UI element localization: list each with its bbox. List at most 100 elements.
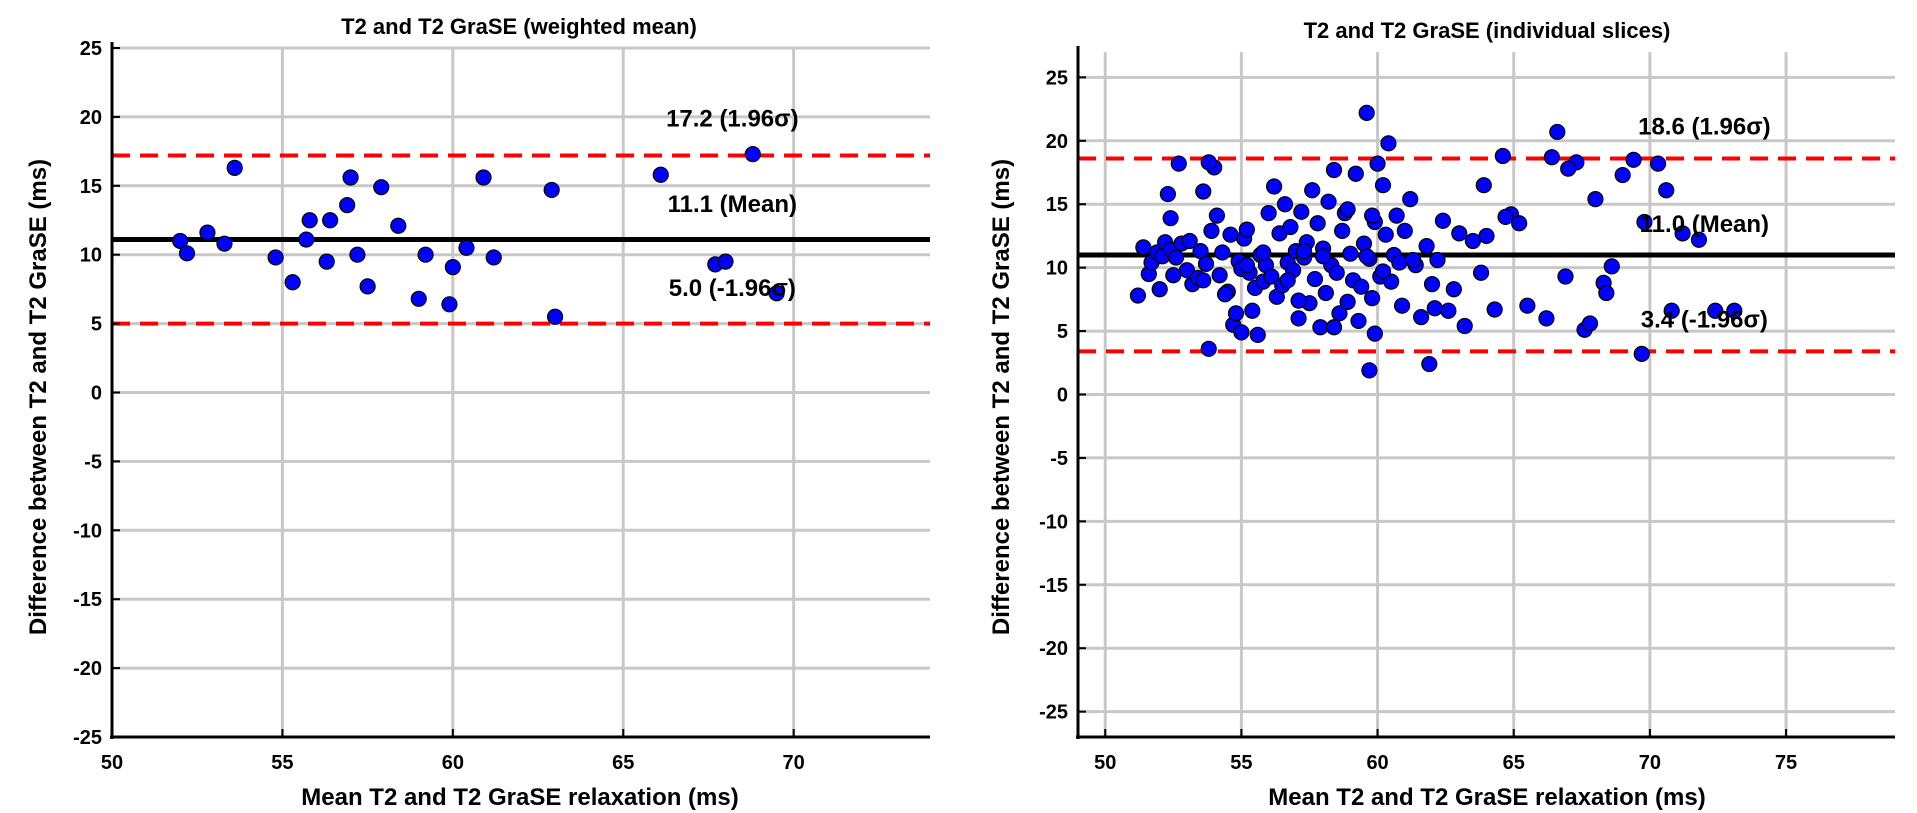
x-tick-label: 65 bbox=[1503, 752, 1525, 774]
data-point bbox=[1633, 345, 1650, 363]
data-point bbox=[1598, 284, 1615, 302]
data-point bbox=[1393, 297, 1411, 314]
y-tick-label: 0 bbox=[1057, 385, 1068, 407]
data-point bbox=[1380, 135, 1397, 152]
data-point bbox=[1549, 123, 1566, 141]
data-point bbox=[1456, 317, 1473, 335]
data-point bbox=[546, 308, 564, 325]
limits-of-agreement bbox=[112, 153, 930, 326]
data-point bbox=[1339, 293, 1356, 310]
data-point bbox=[1377, 226, 1394, 243]
data-point bbox=[1159, 185, 1176, 203]
data-point bbox=[1279, 272, 1296, 289]
annotation-label: 11.0 (Mean) bbox=[1640, 211, 1769, 238]
data-point bbox=[1358, 104, 1375, 121]
data-point bbox=[475, 169, 492, 186]
data-point bbox=[1396, 222, 1413, 239]
data-point bbox=[1276, 196, 1294, 213]
data-point bbox=[1451, 225, 1468, 242]
data-point bbox=[1304, 182, 1321, 199]
data-point bbox=[652, 166, 669, 183]
x-tick-label: 55 bbox=[1230, 752, 1252, 774]
y-tick-label: -5 bbox=[1050, 448, 1068, 470]
y-tick-label: 20 bbox=[80, 107, 102, 129]
y-tick-label: 15 bbox=[1046, 194, 1068, 216]
tick-labels: 50 55 60 65 70 -25 -20 -15 -10 -5 0 5 10 15 20 25 bbox=[73, 38, 805, 774]
data-point bbox=[1331, 305, 1348, 322]
y-axis-label: Difference between T2 and T2 GraSE (ms) bbox=[25, 159, 52, 635]
data-point bbox=[1658, 182, 1675, 199]
y-tick-label: 0 bbox=[91, 383, 102, 405]
data-point bbox=[1339, 201, 1356, 218]
limits-of-agreement bbox=[1078, 156, 1895, 354]
data-point bbox=[1511, 215, 1528, 232]
data-point bbox=[1238, 257, 1255, 274]
y-tick-label: 5 bbox=[91, 314, 102, 336]
data-point bbox=[1216, 286, 1234, 303]
axes-frame bbox=[110, 42, 930, 739]
data-point bbox=[1426, 300, 1443, 317]
grid-lines bbox=[1078, 52, 1895, 737]
x-axis-label: Mean T2 and T2 GraSE relaxation (ms) bbox=[301, 784, 738, 811]
y-tick-label: 20 bbox=[1046, 131, 1068, 153]
data-point bbox=[1538, 310, 1555, 327]
data-point bbox=[1347, 165, 1364, 182]
data-point bbox=[1361, 362, 1378, 379]
y-axis-label: Difference between T2 and T2 GraSE (ms) bbox=[988, 159, 1015, 635]
data-point bbox=[1195, 272, 1212, 289]
data-point bbox=[1726, 302, 1743, 319]
data-point bbox=[1325, 161, 1343, 179]
data-point bbox=[199, 224, 216, 241]
data-point bbox=[1366, 325, 1383, 342]
data-point bbox=[1260, 205, 1277, 222]
annotations: 18.6 (1.96σ) 11.0 (Mean) 3.4 (-1.96σ) bbox=[1638, 113, 1771, 333]
data-point bbox=[485, 249, 502, 266]
data-point bbox=[226, 159, 243, 176]
data-point bbox=[444, 259, 461, 276]
data-point bbox=[1214, 244, 1231, 261]
grid-lines bbox=[110, 46, 930, 739]
x-tick-label: 75 bbox=[1775, 752, 1797, 774]
x-tick-label: 60 bbox=[442, 752, 464, 774]
data-point bbox=[1674, 225, 1691, 242]
data-point bbox=[267, 249, 284, 266]
data-point bbox=[342, 169, 359, 186]
data-point bbox=[1208, 207, 1225, 224]
data-point bbox=[1178, 262, 1196, 279]
data-point bbox=[1197, 255, 1215, 272]
y-tick-label: -10 bbox=[73, 520, 102, 542]
data-point bbox=[1388, 207, 1405, 224]
data-point bbox=[1464, 232, 1481, 250]
data-point bbox=[1421, 355, 1438, 373]
annotation-label: 3.4 (-1.96σ) bbox=[1641, 306, 1768, 333]
x-tick-label: 60 bbox=[1366, 752, 1388, 774]
data-point bbox=[1391, 254, 1408, 271]
data-point bbox=[417, 246, 434, 263]
data-point bbox=[1472, 264, 1490, 281]
y-tick-label: 15 bbox=[80, 176, 102, 198]
data-point bbox=[1306, 270, 1324, 288]
data-point bbox=[1167, 249, 1185, 266]
data-point bbox=[216, 235, 233, 252]
data-point bbox=[1135, 239, 1152, 256]
chart-weighted-mean: 50 55 60 65 70 -25 -20 -15 -10 -5 0 5 10 15 20 25 17.2 … bbox=[25, 14, 930, 811]
annotations: 17.2 (1.96σ) 11.1 (Mean) 5.0 (-1.96σ) bbox=[666, 106, 799, 302]
data-points bbox=[1129, 104, 1743, 379]
data-point bbox=[1290, 310, 1307, 327]
data-point bbox=[1445, 281, 1462, 298]
data-point bbox=[1353, 278, 1370, 295]
data-point bbox=[1162, 210, 1179, 227]
annotation-label: 17.2 (1.96σ) bbox=[666, 106, 799, 133]
data-point bbox=[441, 296, 458, 313]
data-point bbox=[1587, 191, 1604, 208]
data-point bbox=[1282, 218, 1299, 236]
data-point bbox=[1312, 319, 1329, 336]
chart-title: T2 and T2 GraSE (weighted mean) bbox=[341, 14, 697, 39]
data-point bbox=[1404, 251, 1422, 269]
data-point bbox=[410, 290, 427, 307]
data-point bbox=[1625, 151, 1642, 168]
data-point bbox=[1233, 324, 1250, 341]
data-point bbox=[1690, 231, 1708, 248]
data-point bbox=[1290, 292, 1307, 309]
data-point bbox=[1263, 268, 1280, 285]
